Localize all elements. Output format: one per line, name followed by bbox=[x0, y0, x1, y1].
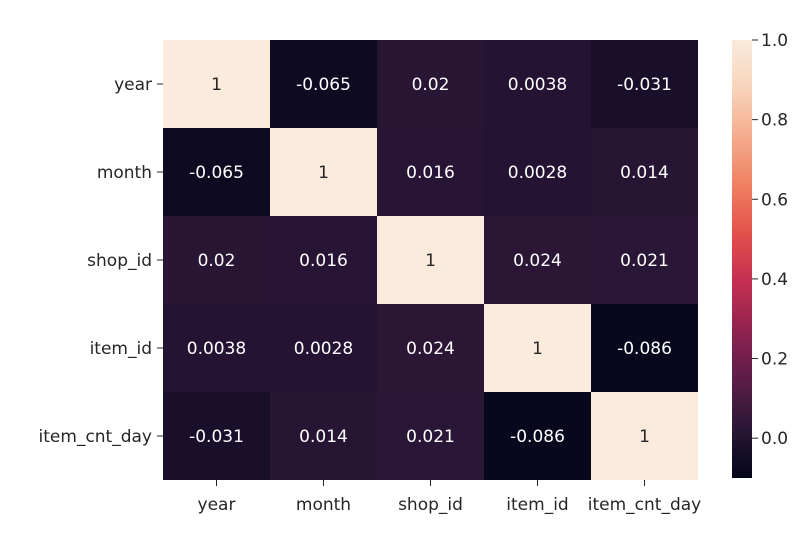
heatmap-cell bbox=[377, 40, 484, 128]
x-tick-label: shop_id bbox=[398, 495, 463, 515]
cell-value-label: 1 bbox=[639, 427, 650, 447]
y-tick-label: month bbox=[97, 163, 152, 183]
cell-value-label: 0.014 bbox=[299, 427, 348, 447]
y-tick-label: shop_id bbox=[87, 251, 152, 271]
heatmap-cell bbox=[270, 216, 377, 304]
colorbar-tick-label: 1.0 bbox=[761, 31, 788, 51]
cell-value-label: 0.024 bbox=[513, 251, 562, 271]
cell-value-label: 0.014 bbox=[620, 163, 669, 183]
cell-value-label: -0.086 bbox=[510, 427, 565, 447]
colorbar-tick-label: 0.2 bbox=[761, 350, 788, 370]
cell-value-label: 0.0028 bbox=[294, 339, 353, 359]
colorbar-tick-label: 0.0 bbox=[761, 429, 788, 449]
colorbar-tick-label: 0.6 bbox=[761, 190, 788, 210]
cell-value-label: 0.016 bbox=[406, 163, 455, 183]
heatmap-cell bbox=[591, 304, 698, 392]
heatmap-cell bbox=[591, 128, 698, 216]
cell-value-label: 0.016 bbox=[299, 251, 348, 271]
cell-value-label: 0.0038 bbox=[187, 339, 246, 359]
heatmap-cell bbox=[270, 304, 377, 392]
colorbar-tick-label: 0.8 bbox=[761, 111, 788, 131]
cell-value-label: 0.021 bbox=[406, 427, 455, 447]
cell-value-label: 1 bbox=[425, 251, 436, 271]
heatmap-cell bbox=[377, 304, 484, 392]
heatmap-cell bbox=[591, 40, 698, 128]
heatmap-cell bbox=[484, 304, 591, 392]
cell-value-label: -0.065 bbox=[189, 163, 244, 183]
y-tick-label: item_cnt_day bbox=[39, 427, 152, 447]
heatmap-cell bbox=[163, 304, 270, 392]
x-tick-label: month bbox=[296, 495, 351, 515]
heatmap-cell bbox=[163, 216, 270, 304]
cell-value-label: 1 bbox=[318, 163, 329, 183]
cell-value-label: 0.0038 bbox=[508, 75, 567, 95]
heatmap-cell bbox=[484, 216, 591, 304]
heatmap-cell bbox=[270, 392, 377, 480]
heatmap-cell bbox=[270, 40, 377, 128]
cell-value-label: -0.031 bbox=[617, 75, 672, 95]
x-tick-label: year bbox=[198, 495, 236, 515]
heatmap-cell bbox=[591, 216, 698, 304]
heatmap-cell bbox=[377, 128, 484, 216]
colorbar-tick-label: 0.4 bbox=[761, 270, 788, 290]
heatmap-cell bbox=[163, 40, 270, 128]
y-tick-label: item_id bbox=[90, 339, 152, 359]
cell-value-label: 0.024 bbox=[406, 339, 455, 359]
x-tick-label: item_cnt_day bbox=[588, 495, 701, 515]
cell-value-label: 0.02 bbox=[412, 75, 450, 95]
x-tick-label: item_id bbox=[506, 495, 568, 515]
cell-value-label: 1 bbox=[211, 75, 222, 95]
cell-value-label: 0.02 bbox=[198, 251, 236, 271]
cell-value-label: 1 bbox=[532, 339, 543, 359]
heatmap-cell bbox=[163, 128, 270, 216]
heatmap-cell bbox=[270, 128, 377, 216]
cell-value-label: 0.0028 bbox=[508, 163, 567, 183]
heatmap-cell bbox=[377, 392, 484, 480]
heatmap-cell bbox=[591, 392, 698, 480]
cell-value-label: 0.021 bbox=[620, 251, 669, 271]
heatmap-cell bbox=[484, 40, 591, 128]
heatmap-cell bbox=[163, 392, 270, 480]
heatmap-cell bbox=[484, 392, 591, 480]
y-tick-label: year bbox=[114, 75, 152, 95]
cell-value-label: -0.086 bbox=[617, 339, 672, 359]
cell-value-label: -0.031 bbox=[189, 427, 244, 447]
colorbar bbox=[732, 40, 752, 478]
heatmap-cell bbox=[484, 128, 591, 216]
cell-value-label: -0.065 bbox=[296, 75, 351, 95]
heatmap-cell bbox=[377, 216, 484, 304]
